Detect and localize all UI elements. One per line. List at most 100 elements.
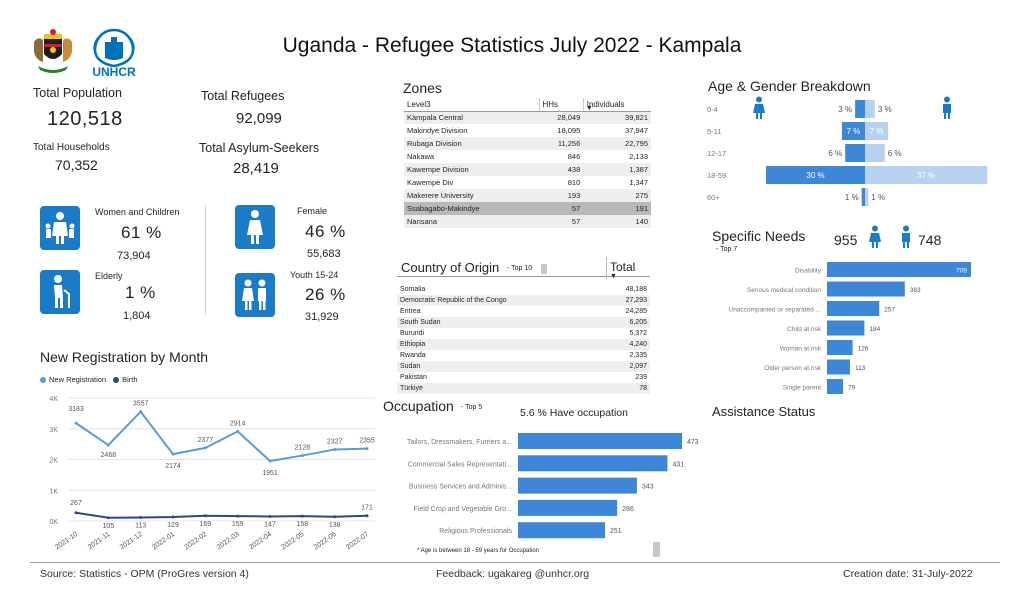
country-cell-name: Rwanda (400, 352, 426, 359)
data-label: 2128 (295, 445, 311, 452)
bar[interactable] (827, 359, 850, 375)
specific-needs-title: Specific Needs (712, 228, 806, 244)
bar-category-label: Woman at risk (780, 346, 822, 353)
zones-row[interactable]: Makerere University 193 275 (404, 189, 651, 202)
country-row[interactable]: South Sudan 6,205 (397, 317, 650, 328)
male-bar[interactable] (865, 100, 875, 118)
data-point[interactable] (74, 421, 78, 425)
age-category-label: 12-17 (707, 149, 726, 158)
data-point[interactable] (203, 446, 207, 450)
female-icon (235, 205, 275, 249)
bar-category-label: Serious medical condition (747, 287, 821, 294)
zones-cell-level3: Makindye Division (407, 126, 468, 135)
data-point[interactable] (106, 443, 110, 447)
bar[interactable] (827, 379, 844, 394)
country-row[interactable]: Pakistan 239 (397, 372, 650, 383)
zones-row[interactable]: Makindye Division 18,095 37,947 (404, 124, 651, 137)
data-point[interactable] (236, 514, 240, 518)
female-value-label: 1 % (845, 193, 859, 202)
zones-cell-hhs: 11,256 (539, 137, 584, 150)
bar-category-label: Tailors, Dressmakers, Furriers a... (407, 439, 512, 446)
female-bar[interactable] (855, 100, 865, 118)
data-point[interactable] (268, 459, 272, 463)
male-bar[interactable] (865, 166, 988, 184)
male-bar[interactable] (865, 122, 889, 140)
bar-value-label: 383 (910, 287, 921, 294)
bar[interactable] (827, 301, 880, 316)
country-row[interactable]: Rwanda 2,335 (397, 350, 650, 361)
data-label: 2174 (165, 463, 181, 470)
elderly-icon (40, 270, 80, 314)
country-of-origin-total-label[interactable]: Total (610, 260, 636, 274)
registration-title: New Registration by Month (40, 349, 209, 365)
scrollbar-thumb[interactable] (653, 542, 660, 557)
data-label: 138 (329, 522, 341, 529)
zones-cell-hhs: 193 (539, 189, 584, 202)
zones-header-hhs[interactable]: HHs (538, 98, 584, 112)
data-point[interactable] (106, 516, 110, 520)
data-point[interactable] (365, 514, 369, 518)
bar[interactable] (518, 477, 637, 494)
female-bar[interactable] (861, 188, 865, 206)
female-bar[interactable] (845, 144, 865, 162)
zones-header-level3[interactable]: Level3 (404, 98, 539, 112)
data-label: 2377 (198, 437, 214, 444)
data-point[interactable] (203, 514, 207, 518)
bar[interactable] (827, 320, 865, 336)
male-bar[interactable] (865, 144, 885, 162)
data-point[interactable] (139, 410, 143, 414)
y-tick-label: 1K (49, 488, 58, 495)
zones-row[interactable]: Kawempe Division 438 1,387 (404, 163, 651, 176)
footer-feedback[interactable]: Feedback: ugakareg @unhcr.org (436, 568, 590, 580)
country-cell-name: Democratic Republic of the Congo (397, 295, 601, 306)
female-bar[interactable] (841, 122, 865, 140)
country-row[interactable]: Sudan 2,097 (397, 361, 650, 372)
zones-row[interactable]: Kampala Central 28,049 39,821 (404, 111, 651, 124)
data-point[interactable] (333, 447, 337, 451)
male-bar[interactable] (865, 188, 869, 206)
sort-descending-icon[interactable]: ▼ (610, 273, 617, 280)
bar[interactable] (827, 262, 971, 277)
country-row[interactable]: Türkiye 78 (397, 383, 650, 394)
data-point[interactable] (268, 514, 272, 518)
series-line (75, 511, 368, 519)
country-row[interactable]: Eritrea 24,285 (397, 306, 650, 317)
bar[interactable] (518, 455, 668, 472)
scrollbar-thumb[interactable] (541, 264, 547, 274)
data-point[interactable] (74, 511, 78, 515)
data-point[interactable] (236, 429, 240, 433)
zones-row[interactable]: Nakawa 846 2,133 (404, 150, 651, 163)
zones-row[interactable]: Ssabagabo-Makindye 57 191 (404, 202, 651, 215)
bar[interactable] (518, 433, 682, 449)
country-row[interactable]: Democratic Republic of the Congo 27,293 (397, 295, 650, 306)
data-point[interactable] (171, 452, 175, 456)
total-households-label: Total Households (33, 142, 110, 153)
country-cell-name: Burundi (400, 330, 425, 337)
country-row[interactable]: Burundi 5,372 (397, 328, 650, 339)
country-row[interactable]: Ethiopia 4,240 (397, 339, 650, 350)
legend-label-birth[interactable]: Birth (122, 375, 138, 384)
bar[interactable] (827, 340, 853, 355)
data-point[interactable] (300, 514, 304, 518)
zones-row[interactable]: Kawempe Div 810 1,347 (404, 176, 651, 189)
legend-label-new[interactable]: New Registration (49, 375, 107, 384)
female-value-label: 7 % (847, 127, 861, 136)
data-point[interactable] (365, 447, 369, 451)
zones-cell-level3: Nakawa (407, 152, 435, 161)
country-row[interactable]: Somalia 48,188 (397, 284, 650, 295)
data-point[interactable] (171, 515, 175, 519)
data-point[interactable] (300, 454, 304, 458)
zones-row[interactable]: Rubaga Division 11,256 22,795 (404, 137, 651, 150)
zones-header-individuals[interactable]: Individuals ▼ (582, 98, 651, 112)
bar[interactable] (518, 499, 618, 516)
women-children-percent: 61 % (121, 223, 162, 242)
y-tick-label: 3K (49, 427, 58, 434)
age-category-label: 0-4 (707, 105, 718, 114)
female-bar[interactable] (766, 166, 865, 184)
data-point[interactable] (333, 515, 337, 519)
bar[interactable] (827, 281, 905, 297)
sort-descending-icon[interactable]: ▼ (585, 104, 593, 112)
data-point[interactable] (139, 516, 143, 520)
zones-row[interactable]: Nansana 57 140 (404, 215, 651, 228)
bar[interactable] (518, 522, 606, 539)
